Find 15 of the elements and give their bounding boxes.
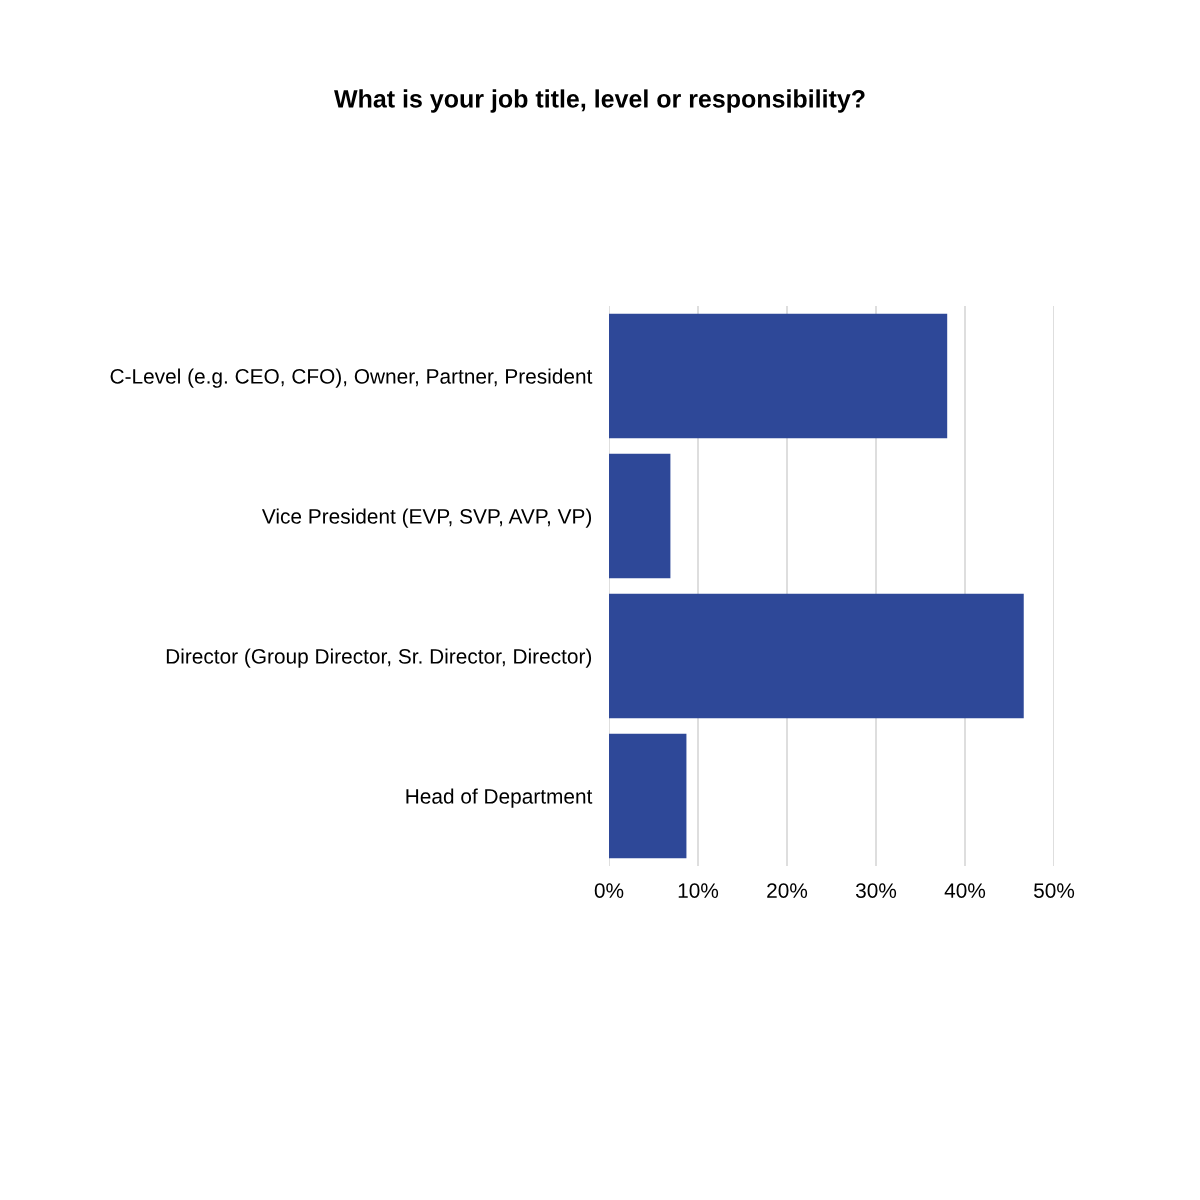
y-tick-label: Head of Department (406, 788, 593, 808)
y-tick-label: Director (Group Director, Sr. Director, Director) (166, 648, 592, 668)
y-tick-label: Vice President (EVP, SVP, AVP, VP) (261, 508, 592, 528)
bar (609, 313, 948, 439)
x-tick-label: 10% (678, 883, 719, 898)
bar (609, 593, 1024, 719)
x-tick-label: 40% (944, 883, 986, 898)
chart-title: What is your job title, level or responsibility? (334, 89, 865, 113)
x-tick-label: 50% (1033, 883, 1075, 898)
x-tick-label: 30% (855, 883, 897, 898)
x-tick-label: 0% (594, 883, 624, 898)
bar (609, 453, 671, 579)
bar (609, 733, 687, 859)
x-tick-label: 20% (767, 883, 808, 898)
y-tick-label: C-Level (e.g. CEO, CFO), Owner, Partner, President (110, 368, 593, 388)
